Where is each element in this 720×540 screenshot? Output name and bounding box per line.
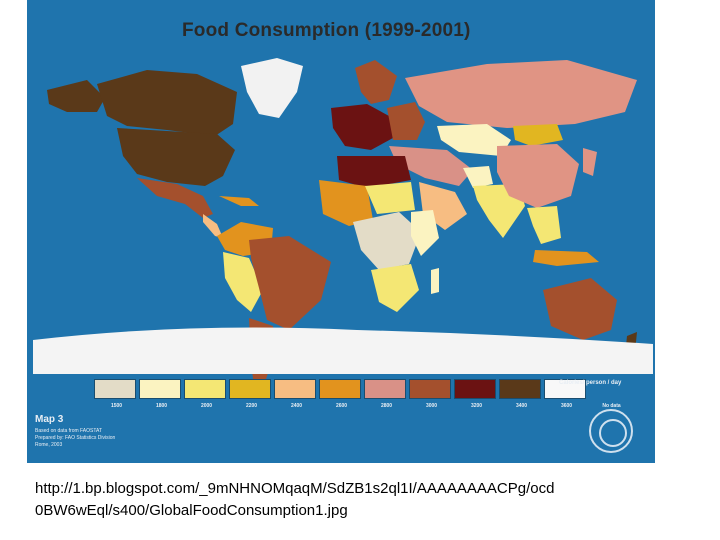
fao-logo-icon xyxy=(589,409,633,453)
map-note: Rome, 2003 xyxy=(35,442,63,448)
legend-tick-label: 2600 xyxy=(335,403,348,409)
legend-tick-label: 2200 xyxy=(245,403,258,409)
legend-tick-label: 3000 xyxy=(425,403,438,409)
region-kazakhstan xyxy=(437,124,511,156)
region-alaska xyxy=(47,80,105,112)
legend-tick-label: 3600 xyxy=(560,403,573,409)
region-turkey-iran xyxy=(389,146,473,186)
region-antarctica xyxy=(33,327,653,374)
legend-swatch xyxy=(184,379,226,399)
region-greenland xyxy=(241,58,303,118)
region-korea-japan xyxy=(583,148,597,176)
world-map-panel: Food Consumption (1999-2001) 1500 1800 200… xyxy=(27,0,655,463)
legend-tick-label: No data xyxy=(602,403,621,409)
legend-swatch xyxy=(409,379,451,399)
region-peru-bolivia xyxy=(223,252,263,312)
region-sahel xyxy=(365,182,415,214)
legend-swatch xyxy=(544,379,586,399)
region-western-europe xyxy=(331,104,393,150)
region-russia xyxy=(405,60,637,128)
legend: 1500 1800 2000 2200 2400 2600 2800 3000 3200 3400… xyxy=(94,379,634,421)
region-central-america xyxy=(203,214,223,238)
region-mexico xyxy=(137,178,213,218)
legend-swatch xyxy=(319,379,361,399)
legend-swatch xyxy=(139,379,181,399)
region-australia xyxy=(543,278,617,340)
map-title: Food Consumption (1999-2001) xyxy=(182,20,471,41)
region-india xyxy=(473,184,525,238)
region-caribbean xyxy=(219,196,259,206)
region-southern-africa xyxy=(371,264,419,312)
region-afghanistan xyxy=(463,166,493,188)
map-note: Based on data from FAOSTAT xyxy=(35,428,103,434)
legend-swatch xyxy=(499,379,541,399)
region-canada xyxy=(97,70,237,136)
region-east-africa xyxy=(411,210,439,256)
map-number: Map 3 xyxy=(35,414,64,425)
legend-tick-label: 1800 xyxy=(155,403,168,409)
source-url[interactable]: http://1.bp.blogspot.com/_9mNHNOMqaqM/Sd… xyxy=(35,478,675,522)
world-map xyxy=(33,58,653,392)
region-central-africa xyxy=(353,212,421,270)
legend-tick-label: 2800 xyxy=(380,403,393,409)
source-url-line: http://1.bp.blogspot.com/_9mNHNOMqaqM/Sd… xyxy=(35,480,555,497)
source-url-line: 0BW6wEql/s400/GlobalFoodConsumption1.jpg xyxy=(35,502,348,519)
legend-swatch xyxy=(454,379,496,399)
legend-units-label: Calories/ person / day xyxy=(559,380,622,386)
legend-swatch xyxy=(364,379,406,399)
region-indonesia xyxy=(533,250,599,266)
region-eastern-europe xyxy=(387,102,425,140)
region-southeast-asia xyxy=(527,206,561,244)
region-scandinavia xyxy=(355,60,397,104)
legend-swatch xyxy=(274,379,316,399)
legend-tick-label: 3200 xyxy=(470,403,483,409)
region-madagascar xyxy=(431,268,439,294)
legend-swatch xyxy=(94,379,136,399)
region-china xyxy=(497,144,579,208)
legend-tick-label: 2400 xyxy=(290,403,303,409)
map-info: Map 3 Based on data from FAOSTAT Prepare… xyxy=(35,414,115,449)
legend-swatch xyxy=(229,379,271,399)
legend-ticks: 1500 1800 2000 2200 2400 2600 2800 3000 3200 3400… xyxy=(94,403,634,409)
legend-tick-label: 2000 xyxy=(200,403,213,409)
legend-tick-label: 1500 xyxy=(110,403,123,409)
map-note: Prepared by: FAO Statistics Division xyxy=(35,435,116,441)
region-mongolia xyxy=(513,124,563,146)
legend-swatches xyxy=(94,379,634,399)
region-brazil xyxy=(249,236,331,330)
region-usa xyxy=(117,128,235,186)
region-north-africa xyxy=(337,156,411,188)
legend-tick-label: 3400 xyxy=(515,403,528,409)
region-west-africa xyxy=(319,180,373,226)
